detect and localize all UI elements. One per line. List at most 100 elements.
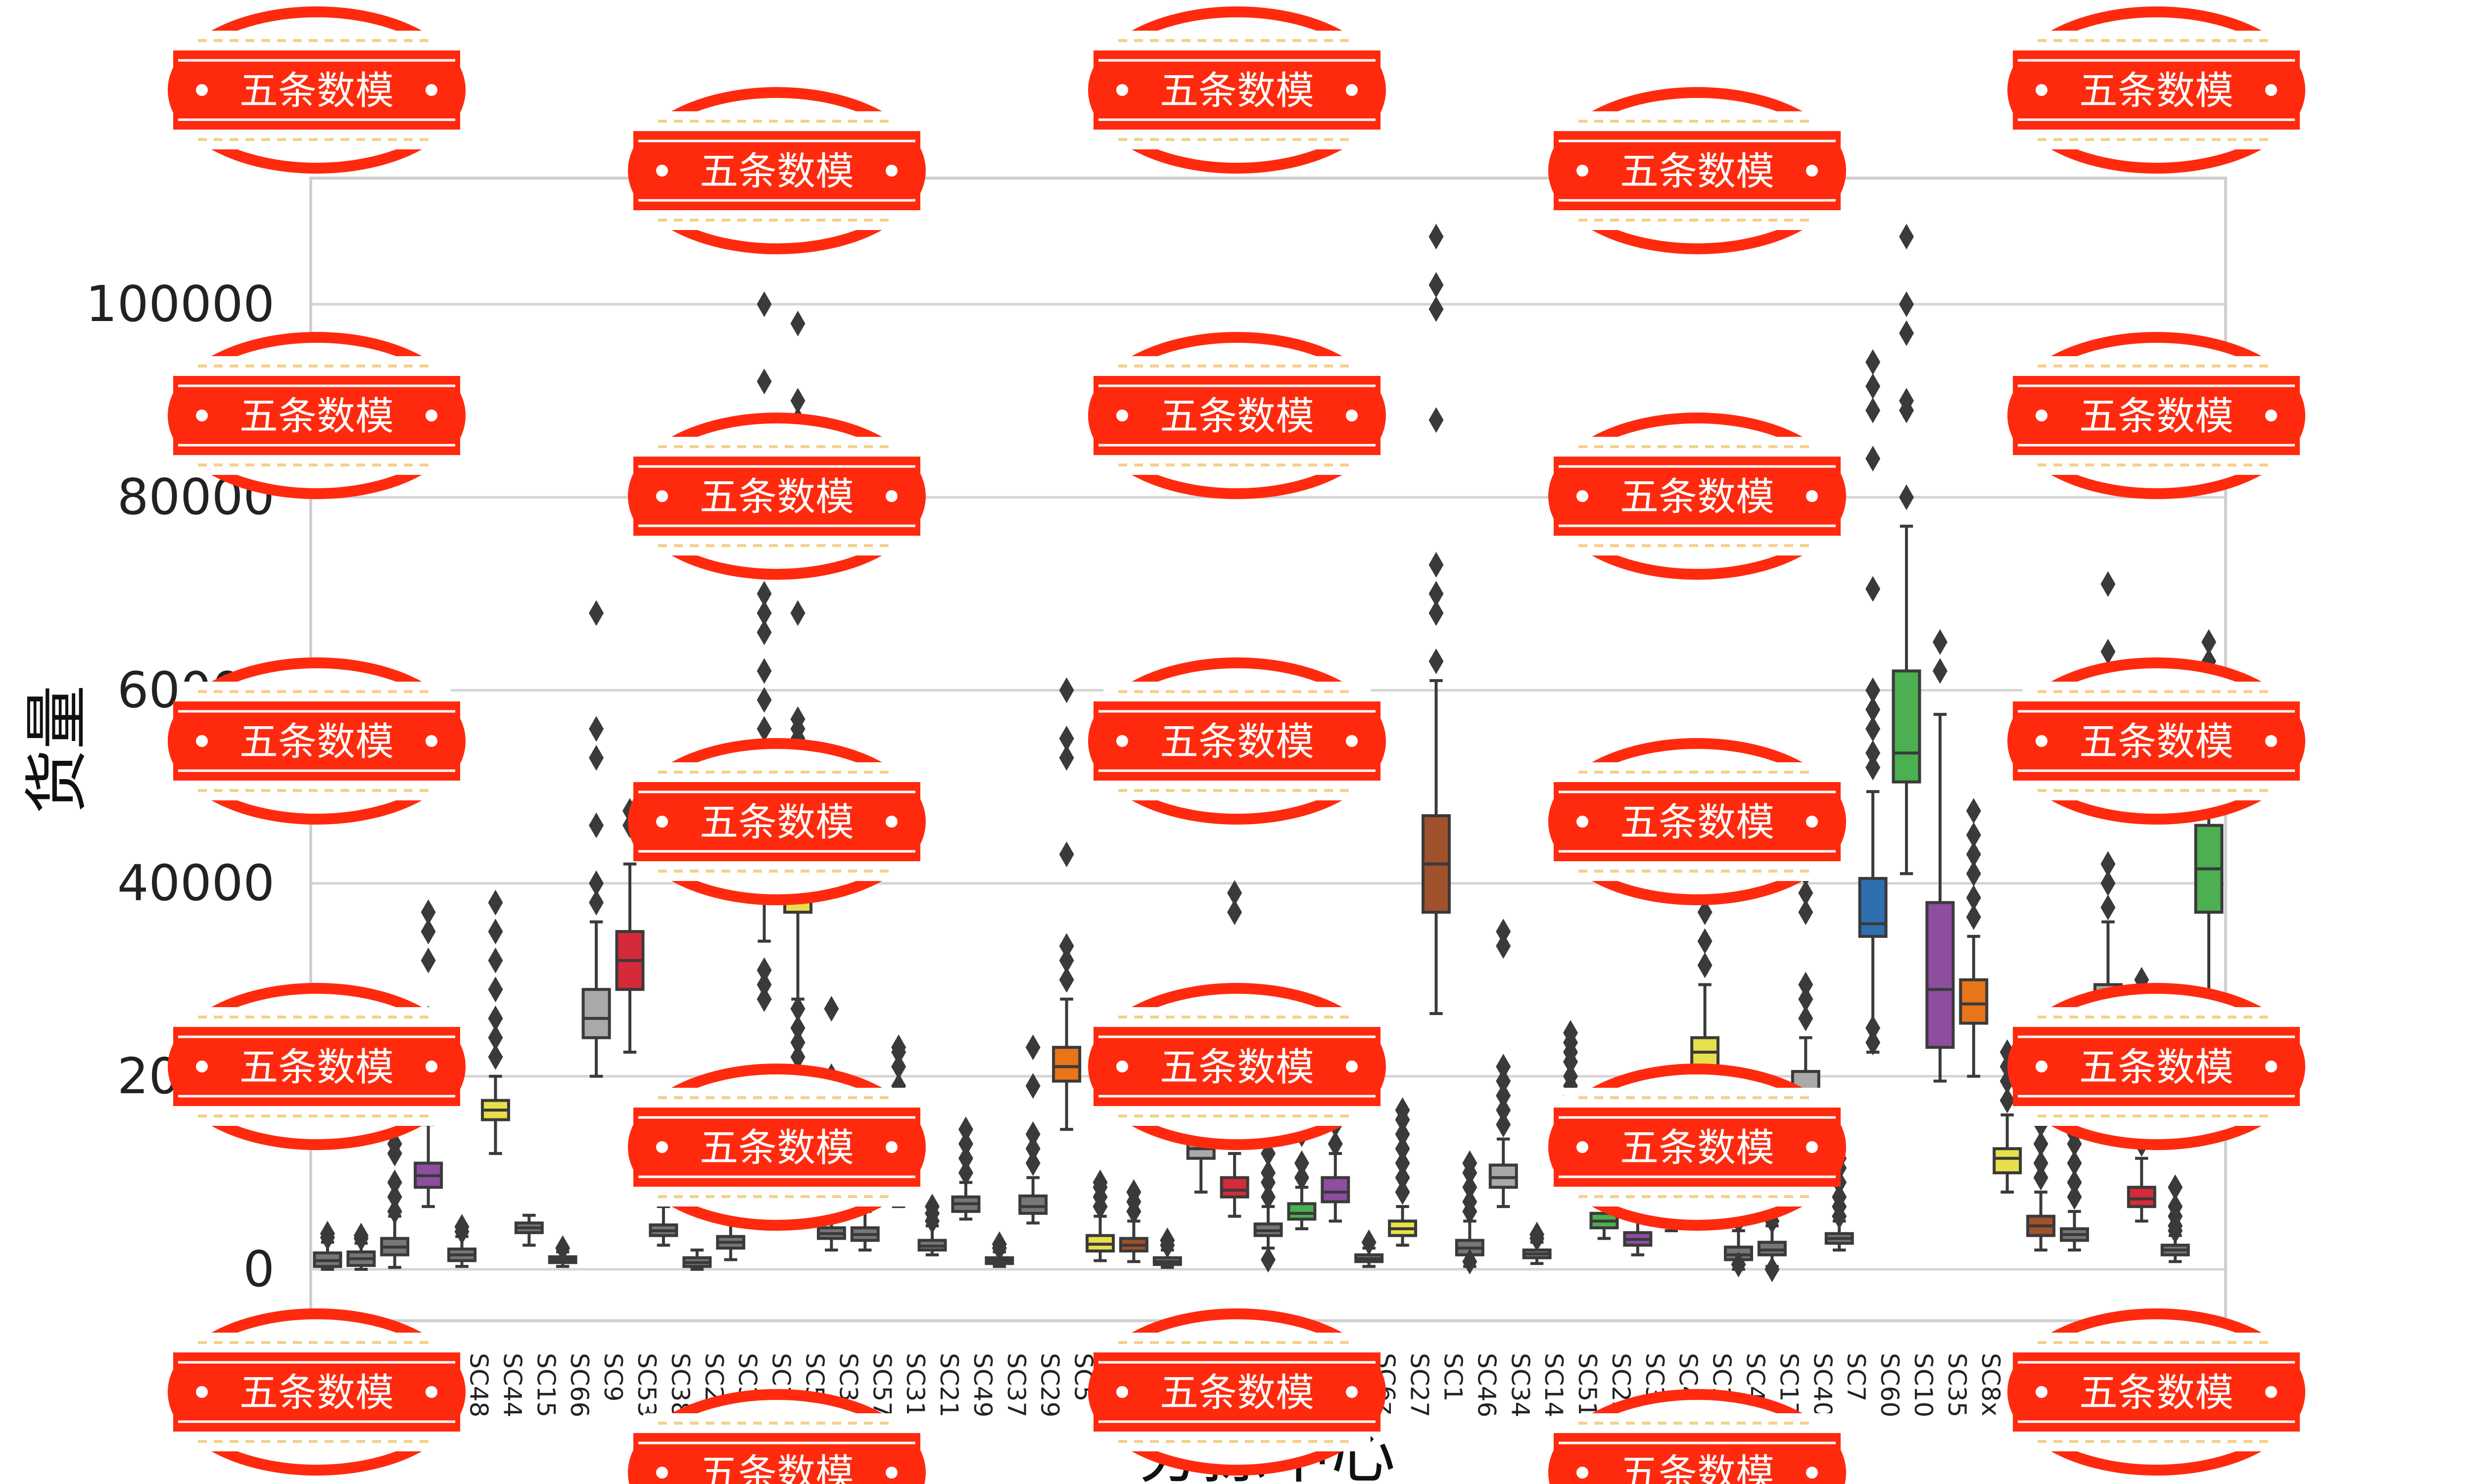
x-tick-label: SC48 — [465, 1353, 493, 1417]
outlier-point — [1764, 1256, 1780, 1282]
outlier-point — [757, 581, 772, 607]
y-tick-label: 100000 — [86, 275, 275, 333]
stamp-dot — [2265, 735, 2277, 747]
stamp-text: 五条数模 — [1160, 69, 1314, 113]
stamp-dot — [1576, 1141, 1588, 1153]
outlier-point — [488, 1024, 503, 1051]
outlier-point — [1462, 1249, 1477, 1275]
outlier-point — [2033, 1164, 2048, 1191]
box-SC9 — [581, 600, 611, 1078]
outlier-point — [1059, 947, 1074, 974]
box-SC1 — [1421, 224, 1451, 1015]
x-tick-label: SC27 — [1405, 1353, 1434, 1417]
stamp-band — [1554, 457, 1841, 536]
watermark-stamp: 五条数模 — [2007, 1308, 2305, 1476]
outlier-point — [1025, 1150, 1041, 1176]
outlier-point — [958, 1159, 973, 1186]
outlier-point — [488, 976, 503, 1003]
iqr-box — [1220, 1176, 1249, 1199]
stamp-band — [633, 131, 920, 210]
iqr-box — [1925, 901, 1955, 1049]
stamp-dot — [2036, 410, 2047, 421]
stamp-text: 五条数模 — [1160, 720, 1314, 764]
x-tick-label: SC29 — [1036, 1353, 1064, 1417]
outlier-point — [1798, 899, 1813, 926]
stamp-dot — [656, 816, 668, 828]
box-SC2x — [682, 1248, 712, 1271]
stamp-text: 五条数模 — [1620, 149, 1774, 194]
stamp-dot — [1576, 1467, 1588, 1479]
box-SC29 — [1018, 1034, 1048, 1225]
outlier-point — [1025, 1034, 1041, 1061]
stamp-band — [2013, 1352, 2300, 1432]
outlier-point — [1865, 754, 1881, 781]
outlier-point — [1294, 1150, 1309, 1176]
watermark-stamp: 五条数模 — [2007, 983, 2305, 1150]
stamp-dot — [1116, 1386, 1128, 1398]
outlier-point — [1899, 224, 1914, 250]
outlier-point — [353, 1222, 369, 1249]
outlier-point — [421, 919, 436, 945]
stamp-text: 五条数模 — [239, 720, 394, 764]
outlier-point — [1261, 1159, 1276, 1186]
outlier-point — [1059, 744, 1074, 771]
stamp-dot — [1346, 735, 1358, 747]
iqr-box — [1892, 669, 1921, 784]
stamp-text: 五条数模 — [1160, 394, 1314, 439]
box-SC35 — [1925, 629, 1955, 1083]
stamp-band — [633, 1108, 920, 1187]
outlier-point — [1697, 899, 1713, 926]
box-SC15 — [514, 1213, 544, 1247]
stamp-text: 五条数模 — [700, 475, 854, 519]
outlier-point — [488, 919, 503, 945]
outlier-point — [824, 996, 839, 1022]
x-tick-label: SC21 — [935, 1353, 963, 1417]
watermark-stamp: 五条数模 — [1548, 87, 1846, 254]
stamp-band — [1094, 701, 1380, 781]
stamp-band — [1094, 376, 1380, 455]
outlier-point — [757, 972, 772, 998]
outlier-point — [2067, 1184, 2082, 1210]
box-SC2w — [2026, 1112, 2056, 1252]
stamp-text: 五条数模 — [1620, 475, 1774, 519]
outlier-point — [1496, 1082, 1511, 1109]
stamp-band — [173, 1352, 460, 1432]
stamp-dot — [2036, 1386, 2047, 1398]
outlier-point — [958, 1145, 973, 1171]
watermark-stamp: 五条数模 — [628, 1064, 926, 1231]
outlier-point — [1563, 1063, 1578, 1089]
stamp-band — [173, 1027, 460, 1106]
outlier-point — [1865, 397, 1881, 423]
outlier-point — [1899, 388, 1914, 414]
box-SC49 — [951, 1116, 981, 1221]
iqr-box — [1959, 978, 1989, 1025]
stamp-dot — [656, 165, 668, 177]
stamp-dot — [886, 1141, 898, 1153]
stamp-band — [1094, 1352, 1380, 1432]
outlier-point — [1496, 1068, 1511, 1094]
box-SC60 — [1858, 349, 1888, 1056]
outlier-point — [757, 291, 772, 317]
watermark-stamp: 五条数模 — [628, 87, 926, 254]
outlier-point — [2033, 1131, 2048, 1157]
outlier-point — [1798, 880, 1813, 906]
stamp-dot — [2036, 84, 2047, 96]
outlier-point — [2100, 894, 2116, 921]
box-undefined — [2160, 1174, 2190, 1263]
outlier-point — [1395, 1179, 1410, 1205]
stamp-dot — [656, 1141, 668, 1153]
stamp-dot — [196, 1386, 208, 1398]
outlier-point — [2100, 571, 2116, 597]
iqr-box — [1858, 877, 1888, 938]
outlier-point — [589, 716, 604, 742]
box-SC44 — [480, 889, 510, 1155]
outlier-point — [421, 899, 436, 926]
outlier-point — [1462, 1150, 1477, 1176]
outlier-point — [790, 1015, 806, 1041]
outlier-point — [1059, 967, 1074, 993]
watermark-stamp: 五条数模 — [1548, 1064, 1846, 1231]
stamp-dot — [1116, 84, 1128, 96]
outlier-point — [1462, 1174, 1477, 1201]
outlier-point — [589, 889, 604, 916]
